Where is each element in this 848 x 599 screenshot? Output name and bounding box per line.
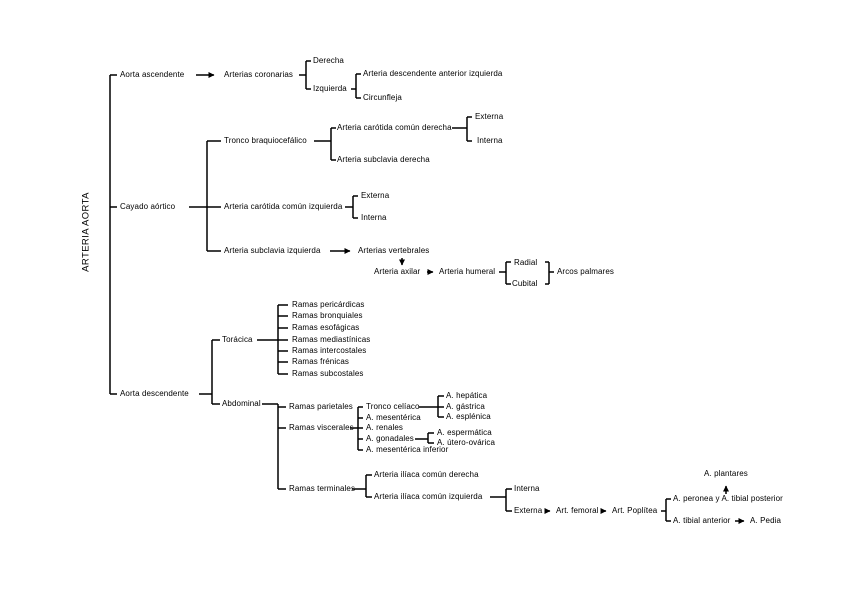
node-circunfleja: Circunfleja: [363, 93, 402, 102]
node-ramas-frenicas: Ramas frénicas: [292, 357, 349, 366]
node-arcos-palmares: Arcos palmares: [557, 267, 614, 276]
node-descendente-anterior-izquierda: Arteria descendente anterior izquierda: [363, 69, 503, 78]
node-ramas-pericardicas: Ramas pericárdicas: [292, 300, 365, 309]
izquierda-bracket: [351, 73, 361, 99]
node-abdominal: Abdominal: [222, 399, 261, 408]
node-cayado-aortico: Cayado aórtico: [120, 202, 176, 211]
braquiocefalico-bracket: [314, 127, 336, 161]
node-arterias-vertebrales: Arterias vertebrales: [358, 246, 430, 255]
coronarias-bracket: [299, 60, 311, 90]
node-art-femoral: Art. femoral: [556, 506, 599, 515]
node-carotida-derecha-externa: Externa: [475, 112, 504, 121]
node-tronco-celiaco: Tronco celíaco: [366, 402, 420, 411]
viscerales-bracket: [350, 406, 363, 451]
node-a-utero-ovarica: A. útero-ovárica: [437, 438, 496, 447]
node-ramas-parietales: Ramas parietales: [289, 402, 353, 411]
node-iliaca-externa: Externa: [514, 506, 543, 515]
gonadales-bracket: [415, 432, 434, 444]
node-subclavia-derecha: Arteria subclavia derecha: [337, 155, 430, 164]
node-a-peronea-tibial-posterior: A. peronea y A. tibial posterior: [673, 494, 783, 503]
spine-bracket: [109, 74, 117, 395]
iliaca-izquierda-bracket: [490, 488, 512, 512]
node-arterias-coronarias: Arterias coronarias: [224, 70, 294, 79]
celiaco-bracket: [419, 395, 444, 418]
node-iliaca-comun-derecha: Arteria ilíaca común derecha: [374, 470, 479, 479]
terminales-bracket: [352, 474, 372, 498]
node-ramas-viscerales: Ramas viscerales: [289, 423, 354, 432]
node-a-pedia: A. Pedia: [750, 516, 782, 525]
node-arteria-humeral: Arteria humeral: [439, 267, 496, 276]
node-a-mesenterica-inferior: A. mesentérica inferior: [366, 445, 449, 454]
node-tronco-braquiocefalico: Tronco braquiocefálico: [224, 136, 307, 145]
radial-cubital-close-bracket: [545, 261, 554, 285]
node-aorta-descendente: Aorta descendente: [120, 389, 189, 398]
toracica-bracket: [257, 304, 288, 375]
node-arteria-axilar: Arteria axilar: [374, 267, 421, 276]
node-ramas-intercostales: Ramas intercostales: [292, 346, 367, 355]
node-ramas-esofagicas: Ramas esofágicas: [292, 323, 360, 332]
node-a-hepatica: A. hepática: [446, 391, 488, 400]
node-radial: Radial: [514, 258, 538, 267]
node-ramas-terminales: Ramas terminales: [289, 484, 356, 493]
carotida-izquierda-bracket: [345, 195, 358, 219]
diagram-title: ARTERIA AORTA: [80, 192, 92, 272]
node-cubital: Cubital: [512, 279, 538, 288]
node-a-tibial-anterior: A. tibial anterior: [673, 516, 731, 525]
node-coronaria-derecha: Derecha: [313, 56, 344, 65]
cayado-bracket: [189, 140, 221, 252]
node-iliaca-comun-izquierda: Arteria ilíaca común izquierda: [374, 492, 483, 501]
node-toracica: Torácica: [222, 335, 253, 344]
node-a-plantares: A. plantares: [704, 469, 748, 478]
node-carotida-derecha-interna: Interna: [477, 136, 503, 145]
node-subclavia-izquierda: Arteria subclavia izquierda: [224, 246, 321, 255]
node-carotida-comun-izquierda: Arteria carótida común izquierda: [224, 202, 343, 211]
abdominal-bracket: [262, 403, 286, 490]
node-a-gastrica: A. gástrica: [446, 402, 485, 411]
node-a-espermatica: A. espermática: [437, 428, 492, 437]
node-aorta-ascendente: Aorta ascendente: [120, 70, 185, 79]
radial-cubital-open-bracket: [499, 261, 511, 285]
descendente-bracket: [199, 339, 220, 405]
poplitea-bracket: [661, 498, 671, 522]
node-carotida-comun-derecha: Arteria carótida común derecha: [337, 123, 452, 132]
node-a-mesenterica: A. mesentérica: [366, 413, 421, 422]
node-ramas-subcostales: Ramas subcostales: [292, 369, 364, 378]
node-carotida-izquierda-externa: Externa: [361, 191, 390, 200]
node-a-gonadales: A. gonadales: [366, 434, 414, 443]
node-a-esplenica: A. esplénica: [446, 412, 491, 421]
node-a-renales: A. renales: [366, 423, 404, 432]
node-iliaca-interna: Interna: [514, 484, 540, 493]
node-carotida-izquierda-interna: Interna: [361, 213, 387, 222]
carotida-derecha-bracket: [452, 116, 472, 142]
node-art-poplitea: Art. Poplítea: [612, 506, 658, 515]
node-coronaria-izquierda: Izquierda: [313, 84, 347, 93]
node-ramas-mediastinicas: Ramas mediastínicas: [292, 335, 371, 344]
node-ramas-bronquiales: Ramas bronquiales: [292, 311, 363, 320]
